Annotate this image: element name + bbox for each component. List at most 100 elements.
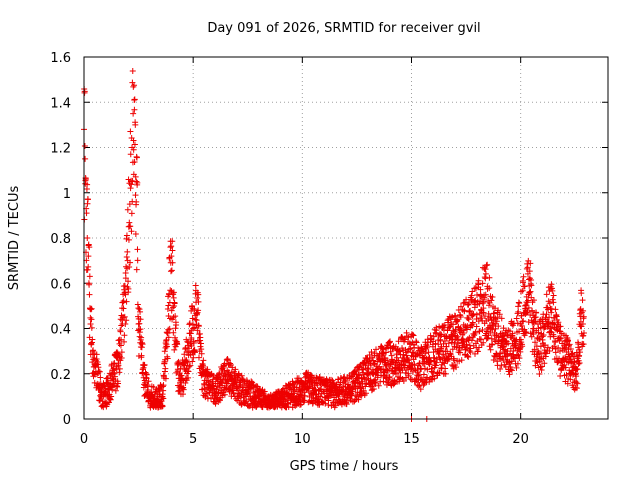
data-point (566, 341, 573, 348)
data-point (187, 362, 194, 369)
data-point (197, 334, 204, 341)
data-point (171, 346, 178, 353)
data-point (164, 330, 171, 337)
data-point (188, 335, 195, 342)
data-point (482, 313, 489, 320)
data-point (182, 346, 189, 353)
data-point (363, 390, 370, 397)
data-point (532, 362, 539, 369)
data-point (396, 348, 403, 355)
data-point (160, 387, 167, 394)
data-point (392, 365, 399, 372)
data-point (291, 390, 298, 397)
data-point (127, 128, 134, 135)
data-point (132, 119, 139, 126)
data-point (457, 313, 464, 320)
data-point (474, 348, 481, 355)
data-point (169, 304, 176, 311)
data-point (557, 373, 564, 380)
data-point (405, 372, 412, 379)
data-point (93, 351, 100, 358)
data-point (567, 345, 574, 352)
data-point (159, 402, 166, 409)
data-point (455, 339, 462, 346)
data-point (359, 390, 366, 397)
data-point (531, 346, 538, 353)
data-point (562, 354, 569, 361)
data-point (136, 320, 143, 327)
data-point (561, 345, 568, 352)
data-point (444, 327, 451, 334)
data-point (500, 325, 507, 332)
data-point (387, 348, 394, 355)
data-point (467, 307, 474, 314)
data-point (317, 393, 324, 400)
data-point (206, 389, 213, 396)
data-point (81, 88, 88, 95)
data-point (332, 399, 339, 406)
data-point (556, 334, 563, 341)
data-point (104, 380, 111, 387)
data-point (412, 378, 419, 385)
data-point (125, 236, 132, 243)
data-point (191, 324, 198, 331)
data-point (538, 363, 545, 370)
data-point (479, 280, 486, 287)
data-point (125, 278, 132, 285)
data-point (88, 316, 95, 323)
data-point (490, 321, 497, 328)
data-point (510, 354, 517, 361)
data-point (419, 346, 426, 353)
data-point (472, 329, 479, 336)
data-point (109, 386, 116, 393)
data-point (121, 282, 128, 289)
data-point (527, 260, 534, 267)
data-point (481, 294, 488, 301)
data-point (477, 292, 484, 299)
data-point (445, 340, 452, 347)
data-point (441, 321, 448, 328)
y-tick-label: 1.4 (50, 96, 71, 111)
data-point (466, 308, 473, 315)
data-point (118, 349, 125, 356)
data-point (169, 259, 176, 266)
data-point (468, 322, 475, 329)
data-point (189, 315, 196, 322)
data-point (474, 292, 480, 299)
data-point (87, 314, 94, 321)
data-point (186, 320, 193, 327)
x-tick-label: 10 (294, 432, 311, 447)
data-point (540, 320, 547, 327)
data-point (497, 366, 504, 373)
data-point (189, 302, 196, 309)
x-tick-label: 5 (189, 432, 197, 447)
data-point (227, 360, 234, 367)
data-point (117, 342, 124, 349)
data-point (136, 306, 143, 313)
data-point (577, 318, 584, 325)
data-point (461, 307, 468, 314)
data-point (316, 386, 323, 393)
data-point (120, 305, 127, 312)
data-point (168, 267, 175, 274)
data-point (514, 320, 521, 327)
data-point (515, 303, 522, 310)
data-point (550, 292, 557, 299)
data-point (524, 264, 531, 271)
data-point (221, 360, 228, 367)
data-point (118, 322, 125, 329)
data-point (526, 268, 533, 275)
data-point (370, 386, 377, 393)
data-point (169, 247, 176, 254)
data-point (409, 331, 416, 338)
data-point (557, 335, 564, 342)
data-point (191, 306, 198, 313)
data-point (128, 181, 135, 188)
data-point (445, 319, 452, 326)
data-point (128, 210, 135, 217)
data-point (578, 290, 585, 297)
data-point (139, 341, 146, 348)
data-point (484, 334, 491, 341)
data-point (89, 336, 96, 343)
data-point (143, 371, 150, 378)
